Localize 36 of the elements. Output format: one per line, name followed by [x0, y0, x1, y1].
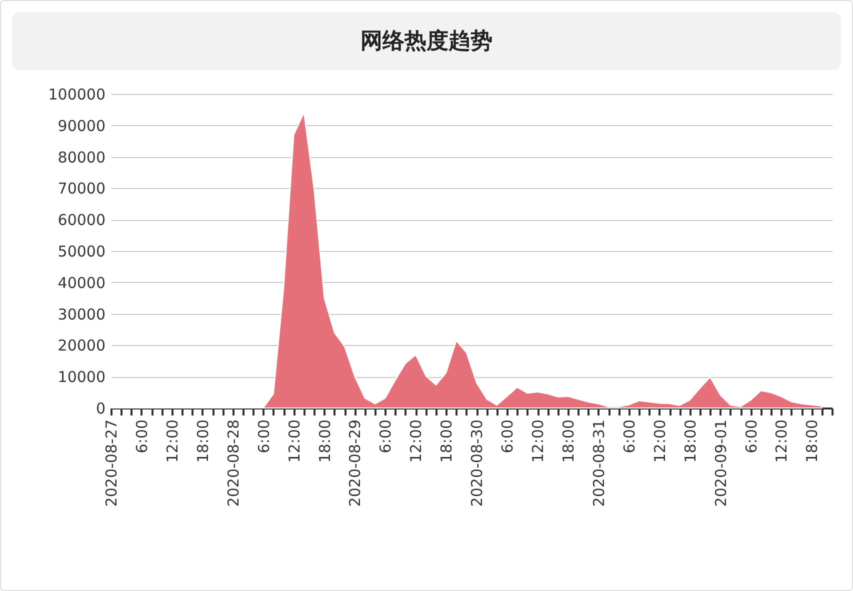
x-tick-label: 18:00 — [194, 420, 212, 463]
x-tick-label: 12:00 — [529, 420, 548, 463]
x-tick-label: 18:00 — [681, 420, 700, 463]
x-tick-label: 6:00 — [620, 420, 638, 454]
y-tick-label: 60000 — [58, 211, 106, 230]
x-tick-label: 6:00 — [132, 420, 151, 454]
y-tick-label: 100000 — [48, 86, 106, 104]
x-tick-label: 12:00 — [285, 420, 304, 463]
x-tick-label: 2020-08-31 — [590, 420, 608, 507]
x-tick-label: 18:00 — [803, 420, 822, 463]
x-tick-label: 12:00 — [407, 420, 426, 463]
x-tick-label: 6:00 — [254, 420, 273, 454]
y-tick-label: 30000 — [58, 305, 106, 324]
y-tick-label: 40000 — [58, 274, 106, 292]
y-tick-label: 70000 — [58, 180, 106, 198]
x-tick-label: 2020-09-01 — [712, 420, 730, 507]
y-tick-label: 10000 — [58, 368, 106, 386]
x-tick-label: 12:00 — [163, 420, 182, 463]
chart-title: 网络热度趋势 — [12, 12, 841, 70]
x-tick-label: 2020-08-28 — [224, 420, 242, 507]
x-tick-label: 2020-08-29 — [346, 420, 364, 507]
y-tick-label: 20000 — [58, 336, 106, 355]
y-tick-label: 80000 — [58, 148, 106, 166]
x-tick-label: 6:00 — [742, 420, 760, 454]
x-tick-label: 2020-08-27 — [102, 420, 120, 507]
y-tick-label: 0 — [96, 400, 106, 418]
x-tick-label: 18:00 — [559, 420, 578, 463]
y-tick-label: 50000 — [58, 242, 106, 260]
x-tick-label: 2020-08-30 — [468, 420, 486, 507]
x-tick-label: 6:00 — [498, 420, 517, 454]
x-tick-label: 18:00 — [316, 420, 334, 463]
x-tick-label: 6:00 — [376, 420, 395, 454]
x-tick-label: 18:00 — [438, 420, 456, 463]
y-tick-label: 90000 — [58, 116, 106, 135]
x-tick-label: 12:00 — [772, 420, 791, 463]
x-tick-label: 12:00 — [650, 420, 669, 463]
